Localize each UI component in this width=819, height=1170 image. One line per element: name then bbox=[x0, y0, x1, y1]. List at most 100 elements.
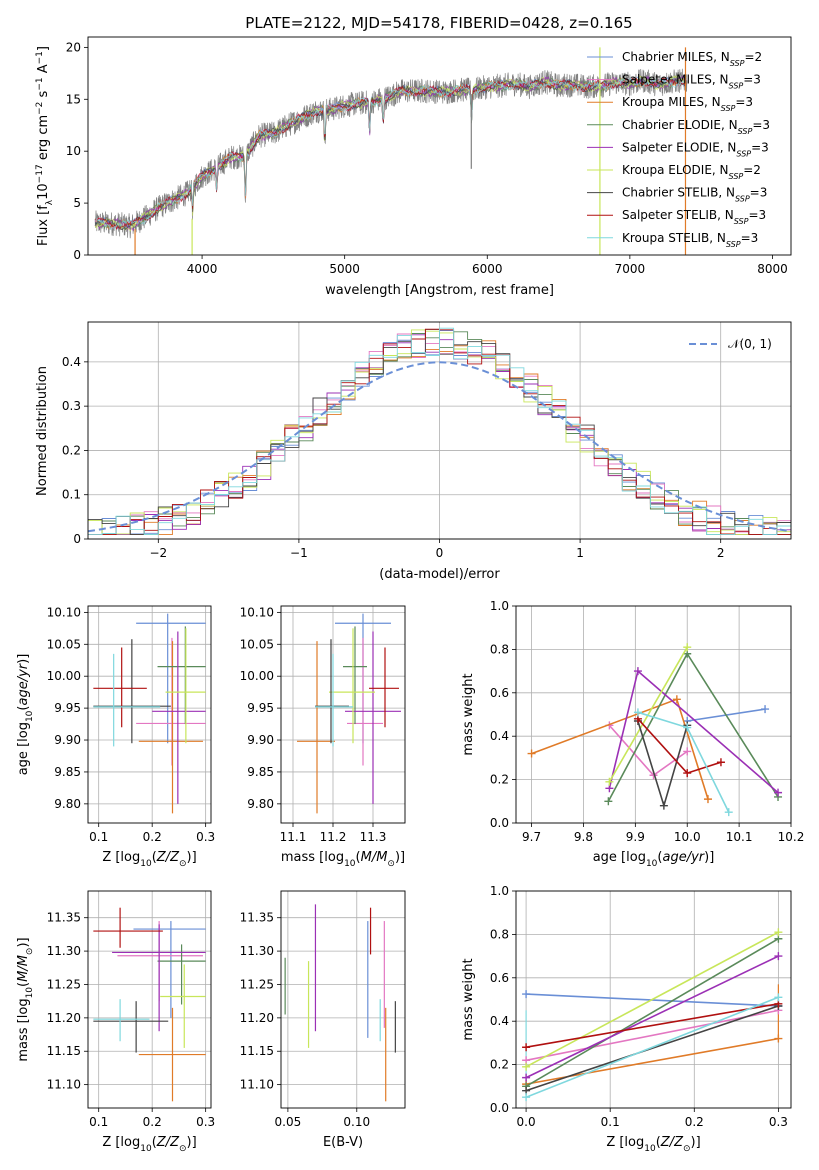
x-tick-label: 0.3 bbox=[196, 830, 215, 844]
y-tick-label: 9.80 bbox=[247, 797, 274, 811]
mass-vs-ebv-panel: 0.05 0.10 11.10 11.15 11.20 11.25 11.30 11.35 E(… bbox=[240, 890, 406, 1150]
y-tick-label: 10.10 bbox=[47, 605, 81, 619]
weight-marker bbox=[774, 788, 783, 797]
errorbar-point bbox=[93, 653, 161, 747]
weight-marker bbox=[761, 705, 770, 714]
x-tick-label: 0 bbox=[436, 546, 444, 560]
y-tick-label: 15 bbox=[66, 92, 81, 106]
plot-area bbox=[93, 613, 206, 814]
y-tick-label: 0.4 bbox=[62, 355, 81, 369]
x-tick-label: 9.7 bbox=[522, 830, 541, 844]
errorbar-point bbox=[152, 631, 206, 804]
weight-marker bbox=[672, 695, 681, 704]
y-tick-label: 11.30 bbox=[47, 944, 81, 958]
plot-area bbox=[284, 904, 396, 1102]
legend-label: Chabrier STELIB, NSSP=3 bbox=[622, 186, 767, 204]
errorbar-point bbox=[315, 639, 349, 744]
weight-marker bbox=[683, 643, 692, 652]
y-tick-label: 9.95 bbox=[54, 701, 81, 715]
y-tick-label: 0.8 bbox=[490, 642, 509, 656]
weight-line bbox=[525, 931, 779, 1068]
legend-label: Salpeter MILES, NSSP=3 bbox=[622, 73, 761, 91]
x-tick-label: 0.1 bbox=[89, 830, 108, 844]
x-tick-label: 11.2 bbox=[320, 830, 347, 844]
errorbar-point bbox=[157, 626, 206, 725]
weight-line bbox=[637, 718, 722, 775]
residuals-panel: −2 −1 0 1 2 0 0.1 0.2 0.3 0.4 𝒩(0, 1) (data-model)/… bbox=[35, 321, 792, 582]
errorbar-point bbox=[112, 924, 206, 1032]
plot-area bbox=[94, 47, 688, 255]
legend-label: Kroupa ELODIE, NSSP=2 bbox=[622, 163, 761, 181]
weight-marker bbox=[522, 1062, 531, 1071]
y-tick-label: 11.35 bbox=[47, 911, 81, 925]
x-tick-label: −2 bbox=[149, 546, 167, 560]
x-tick-label: 9.9 bbox=[626, 830, 645, 844]
errorbar-point bbox=[93, 647, 147, 728]
age-vs-mass-panel: 11.1 11.2 11.3 9.80 9.85 9.90 9.95 10.00 10.05 10… bbox=[240, 605, 406, 869]
x-axis-label: Z [log10(Z/Z⊙)] bbox=[102, 850, 196, 869]
y-tick-label: 0.2 bbox=[490, 773, 509, 787]
errorbar-point bbox=[133, 921, 206, 1018]
axes-frame bbox=[87, 321, 792, 540]
weight-line bbox=[525, 1003, 779, 1048]
y-tick-label: 0.0 bbox=[490, 816, 509, 830]
weight-marker bbox=[774, 993, 783, 1002]
x-tick-label: 0.3 bbox=[196, 1115, 215, 1129]
y-tick-label: 0.8 bbox=[490, 927, 509, 941]
y-tick-label: 0.2 bbox=[490, 1058, 509, 1072]
spectrum-panel: 4000 5000 6000 7000 8000 0 5 10 15 20 Chabrier MIL… bbox=[35, 36, 792, 298]
weight-series bbox=[605, 643, 692, 786]
age-vs-Z-panel: 0.1 0.2 0.3 9.80 9.85 9.90 9.95 10.00 10.05 10.10… bbox=[16, 605, 215, 869]
weight-marker bbox=[522, 1093, 531, 1102]
weight-marker bbox=[703, 795, 712, 804]
weight-series bbox=[522, 952, 783, 1082]
x-tick-label: 0.05 bbox=[275, 1115, 302, 1129]
x-tick-label: 7000 bbox=[615, 262, 646, 276]
x-tick-label: 4000 bbox=[187, 262, 218, 276]
y-tick-label: 0.6 bbox=[490, 971, 509, 985]
weight-marker bbox=[716, 758, 725, 767]
plot-area bbox=[297, 613, 401, 814]
y-tick-label: 10.10 bbox=[240, 605, 274, 619]
y-tick-label: 0.3 bbox=[62, 399, 81, 413]
mass-weight-vs-Z-panel: 0.0 0.1 0.2 0.3 0.0 0.2 0.4 0.6 0.8 1.0 Z [log10(Z… bbox=[461, 884, 792, 1154]
x-tick-label: 0.1 bbox=[89, 1115, 108, 1129]
axes-frame bbox=[515, 605, 792, 824]
y-axis-label: mass [log10(M/M⊙)] bbox=[16, 937, 35, 1061]
x-axis-label: E(B-V) bbox=[323, 1135, 363, 1150]
axes-frame bbox=[87, 890, 212, 1109]
y-tick-label: 9.80 bbox=[54, 797, 81, 811]
gaussian-curve bbox=[88, 361, 791, 533]
errorbar-point bbox=[138, 641, 203, 814]
weight-series bbox=[522, 993, 783, 1102]
y-tick-label: 11.25 bbox=[47, 977, 81, 991]
plot-area bbox=[93, 907, 206, 1102]
plot-area bbox=[527, 643, 783, 817]
y-tick-label: 11.15 bbox=[240, 1044, 274, 1058]
weight-line bbox=[525, 955, 779, 1079]
x-axis-label: (data-model)/error bbox=[379, 567, 500, 582]
errorbar-point bbox=[136, 637, 206, 766]
x-tick-label: 5000 bbox=[329, 262, 360, 276]
axes-frame bbox=[280, 890, 406, 1109]
x-axis-label: age [log10(age/yr)] bbox=[593, 850, 715, 869]
y-tick-label: 5 bbox=[73, 196, 81, 210]
errorbar-point bbox=[160, 964, 206, 1048]
weight-series bbox=[633, 708, 733, 817]
x-axis-label: mass [log10(M/M⊙)] bbox=[281, 850, 405, 869]
weight-marker bbox=[724, 808, 733, 817]
y-tick-label: 11.30 bbox=[240, 944, 274, 958]
y-tick-label: 0.6 bbox=[490, 686, 509, 700]
errorbar-point bbox=[136, 613, 206, 744]
y-tick-label: 10.00 bbox=[240, 669, 274, 683]
weight-marker bbox=[683, 747, 692, 756]
weight-series bbox=[604, 649, 783, 806]
x-tick-label: 0.10 bbox=[343, 1115, 370, 1129]
weight-marker bbox=[774, 928, 783, 937]
axes-frame bbox=[87, 605, 212, 824]
y-tick-label: 9.90 bbox=[54, 733, 81, 747]
errorbar-point bbox=[345, 631, 401, 804]
y-tick-label: 20 bbox=[66, 40, 81, 54]
x-tick-label: 0.2 bbox=[143, 830, 162, 844]
